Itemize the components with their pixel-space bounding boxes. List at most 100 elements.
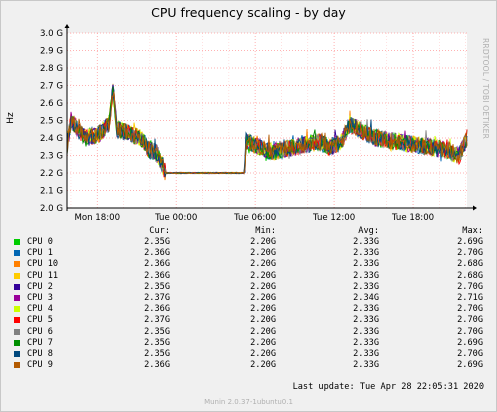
y-tick-label: 2.4 G (40, 134, 63, 144)
legend-avg: 2.33G (353, 349, 379, 359)
legend-avg: 2.33G (353, 237, 379, 247)
legend-min: 2.20G (250, 293, 276, 303)
legend-min: 2.20G (250, 360, 276, 371)
legend-avg: 2.33G (353, 360, 379, 371)
legend-min: 2.20G (250, 337, 276, 348)
last-update-text: Last update: Tue Apr 28 22:05:31 2020 (292, 382, 484, 392)
series-line (66, 90, 468, 175)
legend-name: CPU 6 (27, 326, 53, 337)
legend-cur: 2.36G (144, 360, 170, 371)
legend-cur: 2.36G (144, 270, 170, 281)
legend-row: CPU 3 2.37G 2.20G 2.34G 2.71G (0, 293, 497, 304)
legend-cur: 2.37G (144, 315, 170, 326)
legend-max: 2.68G (457, 270, 483, 281)
legend-avg: 2.33G (353, 304, 379, 315)
chart-title: CPU frequency scaling - by day (151, 5, 346, 20)
legend-row: CPU 5 2.37G 2.20G 2.33G 2.70G (0, 315, 497, 326)
legend-min: 2.20G (250, 259, 276, 270)
legend-header-avg: Avg: (358, 226, 379, 236)
y-tick-label: 2.6 G (40, 99, 63, 109)
legend-row: CPU 8 2.35G 2.20G 2.33G 2.70G (0, 349, 497, 360)
y-tick-label: 2.7 G (40, 82, 63, 92)
legend-avg: 2.33G (353, 315, 379, 326)
legend-swatch (14, 339, 20, 346)
x-axis-arrow (473, 205, 477, 211)
legend-swatch (14, 239, 20, 245)
y-tick-label: 2.2 G (40, 169, 63, 179)
legend-avg: 2.33G (353, 248, 379, 259)
legend-avg: 2.33G (353, 326, 379, 337)
legend-cur: 2.35G (144, 326, 170, 337)
legend-row: CPU 0 2.35G 2.20G 2.33G 2.69G (0, 237, 497, 248)
y-tick-labels: 3.0 G 2.9 G 2.8 G 2.7 G 2.6 G 2.5 G 2.4 G 2.3 G… (40, 29, 63, 214)
legend-min: 2.20G (250, 270, 276, 281)
y-tick-label: 2.1 G (40, 187, 63, 197)
legend-avg: 2.34G (353, 293, 379, 303)
legend-min: 2.20G (250, 326, 276, 337)
legend-swatch (14, 283, 20, 290)
legend-min: 2.20G (250, 248, 276, 259)
legend-swatch (14, 295, 20, 301)
legend-max: 2.70G (457, 349, 483, 359)
legend-max: 2.70G (457, 304, 483, 315)
legend-avg: 2.33G (353, 337, 379, 348)
legend-name: CPU 0 (27, 237, 53, 247)
legend-min: 2.20G (250, 281, 276, 292)
legend-row: CPU 4 2.36G 2.20G 2.33G 2.70G (0, 304, 497, 315)
legend-cur: 2.36G (144, 248, 170, 259)
legend-name: CPU 7 (27, 337, 53, 348)
x-tick-label: Tue 06:00 (233, 213, 276, 223)
legend-swatch (14, 317, 20, 324)
legend-name: CPU 8 (27, 349, 53, 359)
legend-max: 2.69G (457, 360, 483, 371)
legend-avg: 2.33G (353, 281, 379, 292)
munin-version-footer: Munin 2.0.37-1ubuntu0.1 (204, 398, 293, 406)
legend-name: CPU 3 (27, 293, 53, 303)
y-tick-label: 2.3 G (40, 152, 63, 162)
legend-name: CPU 11 (27, 270, 59, 281)
legend-header-cur: Cur: (149, 226, 170, 236)
legend-cur: 2.37G (144, 293, 170, 303)
legend-max: 2.69G (457, 337, 483, 348)
legend-name: CPU 4 (27, 304, 53, 315)
legend-row: CPU 2 2.35G 2.20G 2.33G 2.70G (0, 282, 497, 293)
legend-header-max: Max: (462, 226, 483, 236)
legend-min: 2.20G (250, 237, 276, 247)
legend-cur: 2.35G (144, 237, 170, 247)
y-tick-label: 3.0 G (40, 29, 63, 39)
legend-name: CPU 9 (27, 360, 53, 371)
legend-avg: 2.33G (353, 259, 379, 270)
chart-plot: 3.0 G 2.9 G 2.8 G 2.7 G 2.6 G 2.5 G 2.4 G 2.3 G… (40, 24, 477, 223)
legend-cur: 2.36G (144, 259, 170, 270)
legend-name: CPU 10 (27, 259, 59, 270)
y-tick-label: 2.0 G (40, 204, 63, 214)
legend-swatch (14, 306, 20, 313)
legend-row: CPU 10 2.36G 2.20G 2.33G 2.68G (0, 259, 497, 270)
legend-row: CPU 1 2.36G 2.20G 2.33G 2.70G (0, 248, 497, 259)
legend-row: CPU 6 2.35G 2.20G 2.33G 2.70G (0, 327, 497, 338)
legend-max: 2.70G (457, 326, 483, 337)
y-tick-label: 2.9 G (40, 47, 63, 57)
legend-swatch (14, 351, 20, 357)
x-tick-label: Tue 00:00 (154, 213, 197, 223)
legend-max: 2.69G (457, 237, 483, 247)
legend-row: CPU 9 2.36G 2.20G 2.33G 2.69G (0, 360, 497, 371)
legend-cur: 2.35G (144, 349, 170, 359)
legend-swatch (14, 250, 20, 257)
legend-swatch (14, 261, 20, 268)
legend-swatch (14, 272, 20, 279)
legend-swatch (14, 362, 20, 369)
x-tick-label: Tue 18:00 (391, 213, 434, 223)
x-tick-labels: Mon 18:00 Tue 00:00 Tue 06:00 Tue 12:00 Tue … (74, 213, 434, 223)
legend-min: 2.20G (250, 304, 276, 315)
legend-avg: 2.33G (353, 270, 379, 281)
legend-row: CPU 7 2.35G 2.20G 2.33G 2.69G (0, 338, 497, 349)
y-tick-label: 2.5 G (40, 117, 63, 127)
legend-cur: 2.36G (144, 304, 170, 315)
legend-name: CPU 2 (27, 281, 53, 292)
legend-max: 2.68G (457, 259, 483, 270)
legend-name: CPU 5 (27, 315, 53, 326)
legend-cur: 2.35G (144, 337, 170, 348)
legend-min: 2.20G (250, 349, 276, 359)
legend-max: 2.70G (457, 315, 483, 326)
